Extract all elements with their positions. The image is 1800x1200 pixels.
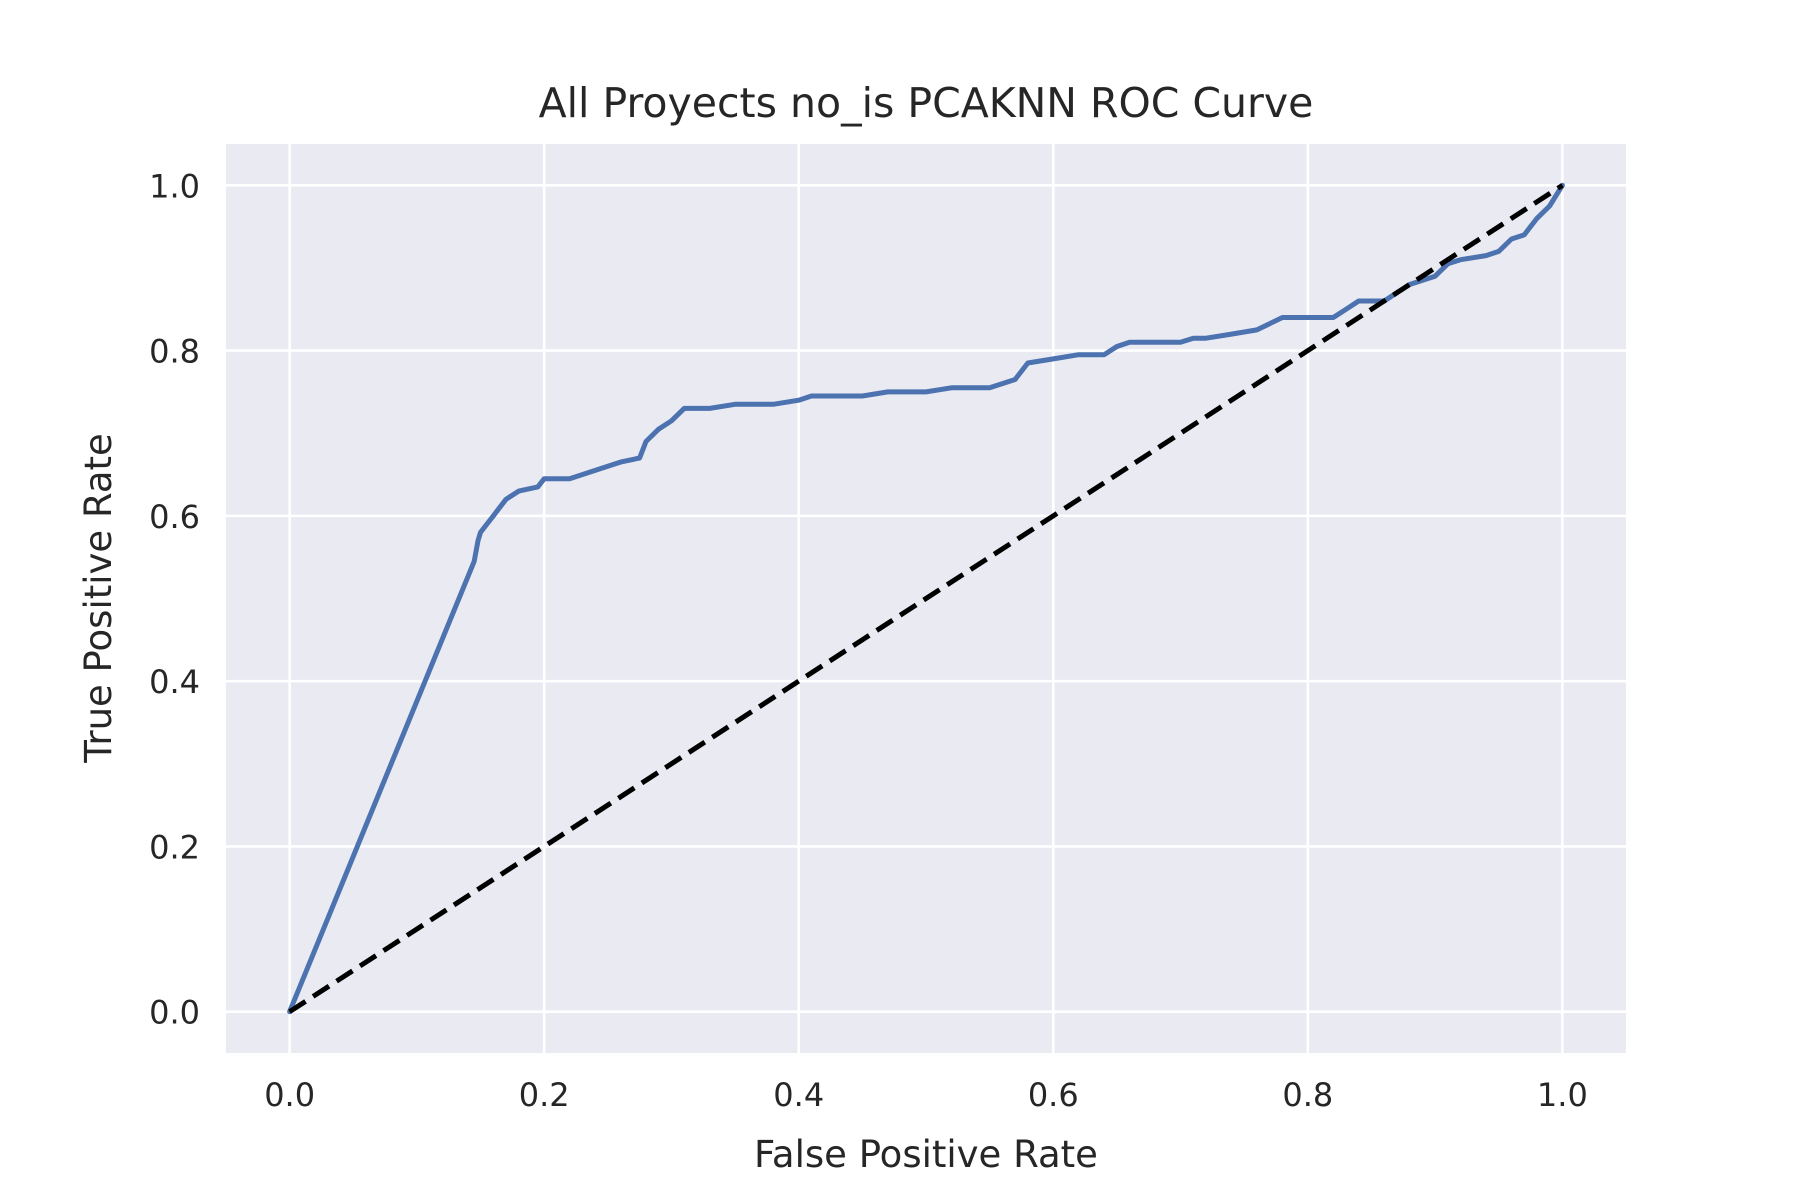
y-tick-label: 1.0	[149, 167, 200, 205]
x-tick-label: 0.4	[773, 1076, 824, 1114]
y-axis-label: True Positive Rate	[77, 433, 120, 764]
y-tick-labels: 0.0 0.2 0.4 0.6 0.8 1.0	[149, 167, 200, 1031]
x-gridlines	[288, 144, 1564, 1053]
series-layer	[287, 182, 1565, 1015]
y-tick-label: 0.4	[149, 663, 200, 701]
y-tick-label: 0.6	[149, 498, 200, 536]
x-tick-labels: 0.0 0.2 0.4 0.6 0.8 1.0	[264, 1076, 1588, 1114]
y-tick-label: 0.8	[149, 333, 200, 371]
chance-diagonal-line	[288, 183, 1564, 1014]
x-tick-label: 0.0	[264, 1076, 315, 1114]
x-axis-label: False Positive Rate	[754, 1133, 1098, 1176]
x-tick-label: 1.0	[1537, 1076, 1588, 1114]
y-tick-label: 0.2	[149, 828, 200, 866]
y-gridlines	[226, 184, 1626, 1013]
y-tick-label: 0.0	[149, 994, 200, 1032]
x-tick-label: 0.6	[1028, 1076, 1079, 1114]
x-tick-label: 0.2	[519, 1076, 570, 1114]
chart-title: All Proyects no_is PCAKNN ROC Curve	[539, 79, 1314, 127]
x-tick-label: 0.8	[1282, 1076, 1333, 1114]
